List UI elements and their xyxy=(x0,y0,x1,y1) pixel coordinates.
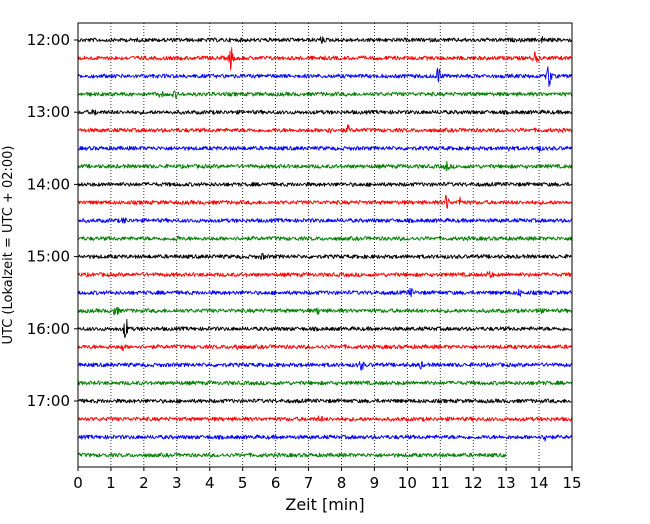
trace-row xyxy=(77,361,573,371)
x-tick-label: 3 xyxy=(172,474,182,492)
x-tick-label: 13 xyxy=(497,474,516,492)
x-tick-label: 12 xyxy=(464,474,483,492)
trace-row xyxy=(77,415,573,422)
trace-row xyxy=(77,434,573,442)
trace-row xyxy=(77,235,573,242)
y-tick-label: 14:00 xyxy=(27,175,70,193)
y-tick-label: 17:00 xyxy=(27,392,70,410)
y-tick-label: 13:00 xyxy=(27,103,70,121)
trace-row xyxy=(77,318,573,338)
trace-row xyxy=(77,145,573,153)
x-tick-label: 5 xyxy=(238,474,248,492)
trace-row xyxy=(77,452,507,458)
x-tick-label: 9 xyxy=(370,474,380,492)
x-tick-label: 0 xyxy=(73,474,83,492)
trace-row xyxy=(77,160,573,172)
x-tick-label: 7 xyxy=(304,474,314,492)
x-tick-label: 8 xyxy=(337,474,347,492)
y-tick-label: 12:00 xyxy=(27,31,70,49)
trace-row xyxy=(77,380,573,386)
x-tick-label: 11 xyxy=(431,474,450,492)
trace-row xyxy=(77,124,573,134)
trace-row xyxy=(77,306,573,316)
trace-row xyxy=(77,344,573,352)
trace-row xyxy=(77,181,573,188)
trace-row xyxy=(77,47,573,71)
trace-layer xyxy=(77,35,573,458)
x-axis-ticks: 0 1 2 3 4 5 6 7 8 9 10 11 12 13 14 15 xyxy=(73,467,582,492)
y-tick-label: 15:00 xyxy=(27,248,70,266)
trace-row xyxy=(77,398,573,404)
x-tick-label: 1 xyxy=(106,474,116,492)
x-tick-label: 4 xyxy=(205,474,215,492)
grid-layer xyxy=(110,23,540,467)
trace-row xyxy=(77,66,573,88)
x-axis-label: Zeit [min] xyxy=(285,495,364,514)
trace-row xyxy=(77,252,573,260)
trace-row xyxy=(77,90,573,99)
trace-row xyxy=(77,271,573,279)
plot-frame xyxy=(77,22,573,468)
trace-row xyxy=(77,35,573,44)
y-axis-ticks: 12:00 13:00 14:00 15:00 16:00 17:00 xyxy=(27,31,78,410)
x-tick-label: 10 xyxy=(398,474,417,492)
y-axis-label: UTC (Lokalzeit = UTC + 02:00) xyxy=(1,146,16,345)
x-tick-label: 15 xyxy=(562,474,581,492)
trace-row xyxy=(77,109,573,116)
trace-row xyxy=(77,217,573,224)
trace-row xyxy=(77,194,573,209)
y-tick-label: 16:00 xyxy=(27,320,70,338)
x-tick-label: 6 xyxy=(271,474,281,492)
x-tick-label: 2 xyxy=(139,474,149,492)
x-tick-label: 14 xyxy=(530,474,549,492)
trace-row xyxy=(77,287,573,298)
